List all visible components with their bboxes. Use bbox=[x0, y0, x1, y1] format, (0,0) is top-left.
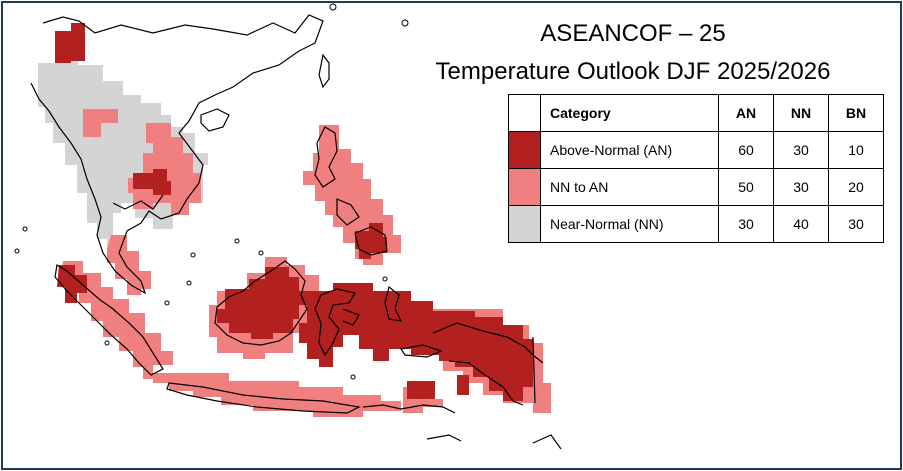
legend-header-bn: BN bbox=[828, 94, 884, 132]
above-normal-region-timor bbox=[407, 381, 435, 399]
island-dot bbox=[258, 250, 264, 256]
island-dot bbox=[401, 19, 409, 27]
above-normal-region-sulawesi-maluku bbox=[299, 283, 533, 401]
coastline-sulawesi-arm bbox=[342, 308, 360, 326]
small-islands bbox=[14, 3, 409, 380]
nn-to-an-region-peninsula bbox=[107, 235, 151, 295]
map-title: ASEANCOF – 25 bbox=[540, 20, 726, 47]
legend-nn-value: 30 bbox=[773, 168, 829, 206]
island-dot bbox=[350, 374, 356, 380]
island-dot bbox=[382, 276, 388, 282]
map-subtitle: Temperature Outlook DJF 2025/2026 bbox=[435, 58, 831, 85]
coastline-philippines-luzon bbox=[314, 126, 338, 188]
above-normal-region-north-myanmar bbox=[55, 23, 85, 63]
coastline-gulf-thailand bbox=[112, 194, 164, 210]
coastline-taiwan bbox=[318, 53, 330, 89]
coastline-new-guinea bbox=[432, 322, 544, 406]
legend-nn-value: 30 bbox=[773, 131, 829, 169]
island-dot bbox=[104, 340, 110, 346]
coastline-lesser-sunda bbox=[362, 404, 456, 414]
legend-row-nn-to-an: NN to AN 50 30 20 bbox=[508, 168, 884, 206]
island-dot bbox=[164, 300, 170, 306]
legend-swatch-nn-to-an bbox=[508, 168, 541, 206]
above-normal-region-aru bbox=[457, 375, 469, 395]
nn-to-an-region-java bbox=[153, 373, 401, 417]
legend-header-row: Category AN NN BN bbox=[508, 94, 884, 132]
coastline-sulawesi bbox=[314, 288, 356, 357]
legend-category-near-normal: Near-Normal (NN) bbox=[540, 205, 719, 243]
island-dot bbox=[22, 226, 28, 232]
above-normal-cells bbox=[55, 23, 533, 401]
legend-swatch-near-normal bbox=[508, 205, 541, 243]
coastline-seram bbox=[399, 344, 443, 358]
coastline-borneo bbox=[214, 260, 308, 346]
outlook-map bbox=[14, 3, 562, 450]
legend-row-near-normal: Near-Normal (NN) 30 40 30 bbox=[508, 205, 884, 243]
above-normal-region-borneo bbox=[217, 267, 307, 339]
legend-category-nn-to-an: NN to AN bbox=[540, 168, 719, 206]
coastline-hainan bbox=[200, 108, 230, 132]
coastline-australia-north bbox=[426, 434, 562, 450]
legend-row-above-normal: Above-Normal (AN) 60 30 10 bbox=[508, 131, 884, 169]
legend-bn-value: 30 bbox=[828, 205, 884, 243]
coastline-sumatra bbox=[54, 264, 164, 376]
above-normal-region-north-sumatra bbox=[57, 265, 87, 303]
probability-legend-table: Category AN NN BN Above-Normal (AN) 60 3… bbox=[508, 94, 884, 243]
island-dot bbox=[14, 248, 20, 254]
legend-an-value: 60 bbox=[718, 131, 774, 169]
legend-header-an: AN bbox=[718, 94, 774, 132]
island-dot bbox=[186, 280, 192, 286]
island-dot bbox=[234, 238, 240, 244]
legend-an-value: 30 bbox=[718, 205, 774, 243]
island-dot bbox=[329, 3, 337, 11]
legend-an-value: 50 bbox=[718, 168, 774, 206]
legend-bn-value: 20 bbox=[828, 168, 884, 206]
legend-header-category: Category bbox=[540, 94, 719, 132]
coastlines bbox=[30, 14, 562, 450]
coastline-java bbox=[166, 382, 361, 414]
island-dot bbox=[190, 252, 196, 258]
legend-header-nn: NN bbox=[773, 94, 829, 132]
coastline-mindanao bbox=[354, 226, 388, 256]
coastline-halmahera bbox=[384, 285, 403, 322]
coastline-mainland bbox=[30, 14, 324, 295]
nn-to-an-region-thailand bbox=[83, 109, 118, 137]
legend-nn-value: 40 bbox=[773, 205, 829, 243]
coastline-philippines-visayas bbox=[336, 198, 360, 226]
above-normal-region-cambodia bbox=[133, 169, 171, 195]
legend-bn-value: 10 bbox=[828, 131, 884, 169]
legend-category-above-normal: Above-Normal (AN) bbox=[540, 131, 719, 169]
legend-swatch-above-normal bbox=[508, 131, 541, 169]
legend-header-blank bbox=[508, 94, 541, 132]
